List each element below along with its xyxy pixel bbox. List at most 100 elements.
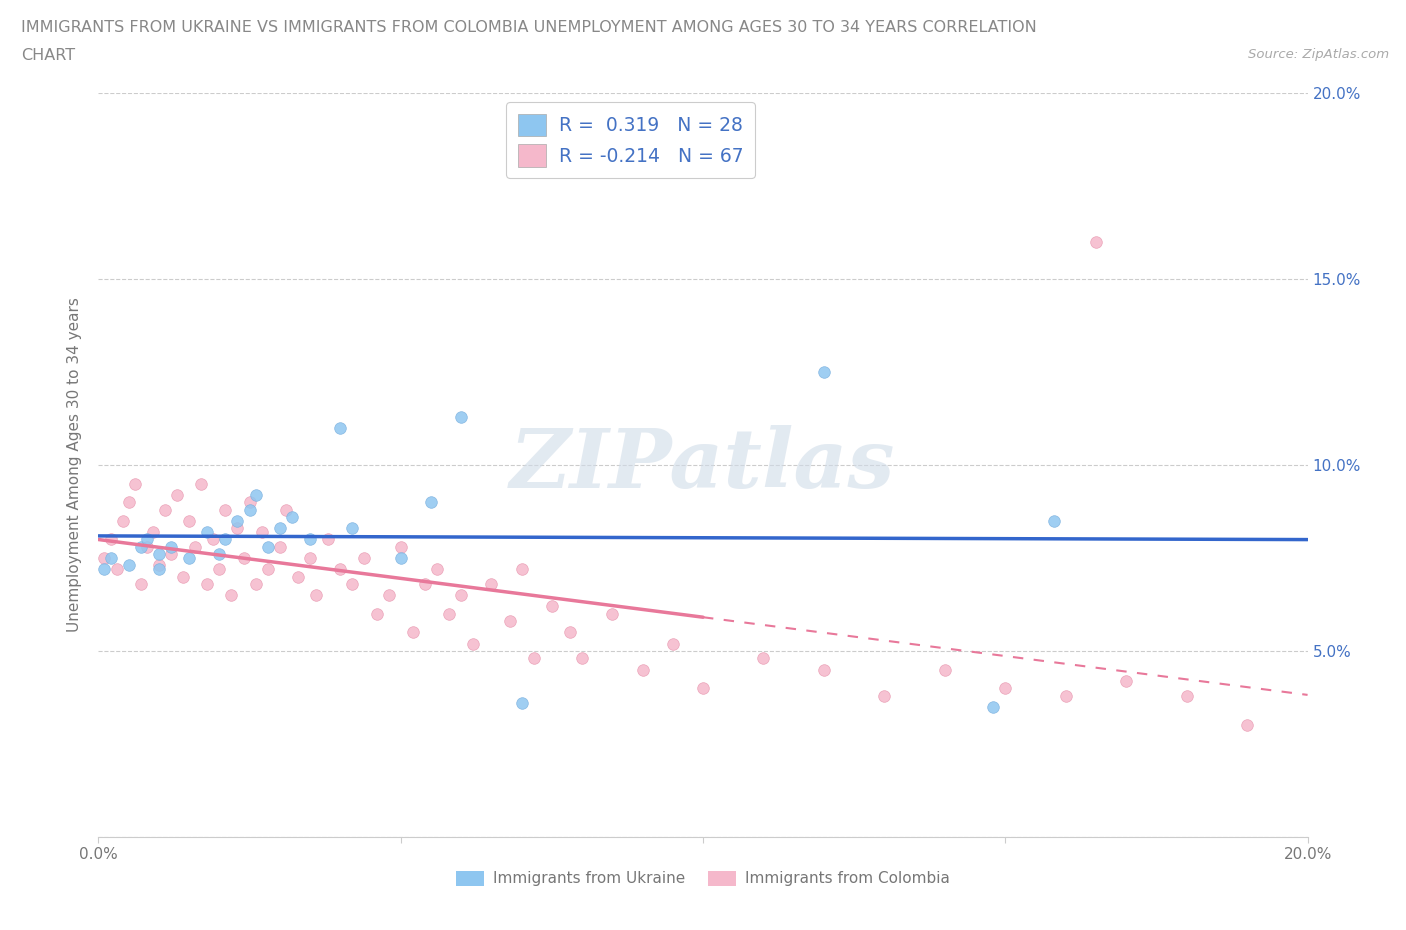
Point: [1085, 234, 1108, 249]
Text: CHART: CHART: [21, 48, 75, 63]
Point: [208, 562, 231, 577]
Point: [437, 606, 460, 621]
Point: [287, 569, 309, 584]
Point: [450, 588, 472, 603]
Point: [692, 681, 714, 696]
Point: [166, 487, 188, 502]
Point: [1115, 673, 1137, 688]
Point: [1042, 513, 1064, 528]
Point: [1236, 718, 1258, 733]
Point: [450, 409, 472, 424]
Text: Source: ZipAtlas.com: Source: ZipAtlas.com: [1249, 48, 1389, 61]
Point: [342, 577, 364, 591]
Point: [232, 551, 254, 565]
Point: [190, 476, 212, 491]
Point: [100, 551, 122, 565]
Point: [148, 547, 170, 562]
Point: [172, 569, 194, 584]
Point: [226, 513, 249, 528]
Point: [100, 532, 122, 547]
Point: [105, 562, 128, 577]
Point: [523, 651, 546, 666]
Point: [160, 539, 183, 554]
Point: [813, 365, 835, 379]
Point: [353, 551, 375, 565]
Point: [160, 547, 183, 562]
Point: [281, 510, 304, 525]
Point: [208, 547, 231, 562]
Point: [93, 551, 115, 565]
Point: [239, 495, 262, 510]
Text: ZIPatlas: ZIPatlas: [510, 425, 896, 505]
Point: [510, 696, 533, 711]
Point: [752, 651, 775, 666]
Point: [305, 588, 328, 603]
Point: [221, 588, 243, 603]
Point: [269, 539, 291, 554]
Point: [179, 551, 201, 565]
Point: [934, 662, 956, 677]
Y-axis label: Unemployment Among Ages 30 to 34 years: Unemployment Among Ages 30 to 34 years: [67, 298, 83, 632]
Point: [661, 636, 683, 651]
Point: [124, 476, 146, 491]
Point: [413, 577, 436, 591]
Point: [148, 558, 170, 573]
Point: [631, 662, 654, 677]
Point: [245, 577, 267, 591]
Point: [366, 606, 388, 621]
Point: [245, 487, 267, 502]
Point: [329, 420, 352, 435]
Point: [274, 502, 297, 517]
Point: [299, 532, 322, 547]
Point: [873, 688, 896, 703]
Point: [389, 539, 412, 554]
Point: [299, 551, 322, 565]
Point: [981, 699, 1004, 714]
Point: [377, 588, 399, 603]
Point: [540, 599, 562, 614]
Point: [420, 495, 443, 510]
Point: [129, 577, 152, 591]
Point: [195, 577, 218, 591]
Point: [214, 502, 236, 517]
Point: [1054, 688, 1077, 703]
Point: [510, 562, 533, 577]
Point: [129, 539, 152, 554]
Point: [135, 539, 157, 554]
Point: [148, 562, 170, 577]
Point: [1175, 688, 1198, 703]
Point: [463, 636, 485, 651]
Point: [571, 651, 593, 666]
Point: [250, 525, 273, 539]
Point: [135, 532, 157, 547]
Point: [226, 521, 249, 536]
Point: [426, 562, 449, 577]
Point: [118, 495, 141, 510]
Point: [994, 681, 1017, 696]
Point: [184, 539, 207, 554]
Point: [93, 562, 115, 577]
Point: [153, 502, 176, 517]
Point: [342, 521, 364, 536]
Point: [813, 662, 835, 677]
Point: [214, 532, 236, 547]
Point: [316, 532, 339, 547]
Legend: Immigrants from Ukraine, Immigrants from Colombia: Immigrants from Ukraine, Immigrants from…: [450, 864, 956, 893]
Point: [118, 558, 141, 573]
Point: [269, 521, 291, 536]
Point: [256, 539, 278, 554]
Point: [256, 562, 278, 577]
Point: [558, 625, 581, 640]
Point: [111, 513, 134, 528]
Point: [179, 513, 201, 528]
Point: [202, 532, 225, 547]
Point: [329, 562, 352, 577]
Point: [239, 502, 262, 517]
Point: [142, 525, 165, 539]
Point: [481, 577, 503, 591]
Point: [498, 614, 520, 629]
Point: [195, 525, 218, 539]
Text: IMMIGRANTS FROM UKRAINE VS IMMIGRANTS FROM COLOMBIA UNEMPLOYMENT AMONG AGES 30 T: IMMIGRANTS FROM UKRAINE VS IMMIGRANTS FR…: [21, 20, 1036, 35]
Point: [389, 551, 412, 565]
Point: [602, 606, 624, 621]
